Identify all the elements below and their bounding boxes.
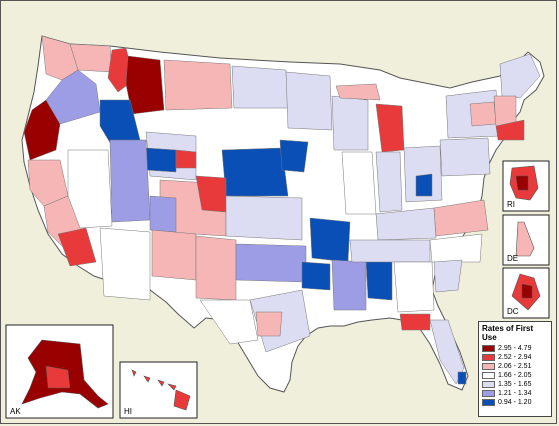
legend-swatch — [482, 399, 495, 406]
region-or-mid — [45, 69, 101, 125]
region-ga — [393, 261, 435, 313]
region-sd-blue — [279, 139, 309, 173]
region-me — [499, 53, 541, 99]
legend-row: 2.52 - 2.94 — [482, 353, 548, 362]
region-ca-south — [57, 227, 97, 267]
inset-de-label: DE — [507, 254, 519, 263]
region-al-blue — [365, 259, 393, 301]
legend-swatch — [482, 372, 495, 379]
region-vt-nh — [493, 95, 517, 127]
region-ky — [375, 207, 437, 241]
region-az — [99, 227, 151, 301]
region-tx-pink — [255, 311, 283, 337]
region-tn — [349, 239, 431, 263]
region-nv — [67, 149, 113, 229]
region-nd — [231, 65, 289, 109]
region-mi-up — [335, 83, 381, 101]
legend-label: 1.66 - 2.05 — [498, 372, 532, 379]
legend-row: 0.94 - 1.20 — [482, 398, 548, 407]
inset-dc-state-dark — [521, 283, 533, 299]
legend: Rates of First Use 2.95 - 4.79 2.52 - 2.9… — [478, 321, 552, 417]
inset-de-state — [515, 221, 535, 257]
region-ok — [235, 243, 307, 283]
legend-label: 2.52 - 2.94 — [498, 354, 532, 361]
region-nm — [195, 235, 237, 301]
region-ut — [109, 139, 151, 223]
legend-label: 0.94 - 1.20 — [498, 399, 532, 406]
legend-row: 2.95 - 4.79 — [482, 344, 548, 353]
inset-ri-state-dark — [515, 175, 529, 191]
legend-rows: 2.95 - 4.79 2.52 - 2.94 2.06 - 2.51 1.66 - … — [482, 344, 548, 407]
legend-swatch — [482, 390, 495, 397]
region-ma — [495, 119, 525, 141]
legend-label: 2.95 - 4.79 — [498, 345, 532, 352]
region-wy-blue — [145, 147, 177, 173]
inset-dc-label: DC — [507, 307, 519, 316]
region-fills — [23, 35, 541, 385]
legend-label: 1.21 - 1.34 — [498, 390, 532, 397]
legend-label: 2.06 - 2.51 — [498, 363, 532, 370]
region-mn — [285, 71, 333, 131]
region-wy-red — [175, 149, 197, 169]
inset-ri-label: RI — [507, 200, 515, 209]
inset-ak-region-red — [45, 365, 71, 389]
legend-swatch — [482, 345, 495, 352]
region-va — [433, 199, 489, 237]
region-pa — [439, 137, 491, 177]
region-ms — [331, 259, 367, 311]
legend-row: 1.35 - 1.65 — [482, 380, 548, 389]
inset-ak-label: AK — [10, 407, 21, 416]
region-il — [341, 151, 377, 215]
region-mo-blue — [309, 217, 351, 263]
region-fl-blue — [457, 371, 467, 385]
inset-hi-label: HI — [124, 407, 132, 416]
region-tx-west — [199, 299, 259, 345]
region-co-blue — [149, 195, 177, 233]
region-ks — [225, 195, 303, 241]
legend-row: 1.66 - 2.05 — [482, 371, 548, 380]
inset-hi-islands — [131, 369, 191, 411]
legend-row: 2.06 - 2.51 — [482, 362, 548, 371]
legend-swatch — [482, 363, 495, 370]
legend-swatch — [482, 354, 495, 361]
region-oh-blue — [415, 173, 433, 197]
region-in — [375, 151, 403, 213]
region-ny-pink — [469, 101, 497, 127]
region-ar-blue — [301, 261, 331, 291]
legend-row: 1.21 - 1.34 — [482, 389, 548, 398]
region-ne-blue — [221, 147, 289, 197]
legend-swatch — [482, 381, 495, 388]
region-oh — [403, 145, 443, 203]
region-mt-west — [125, 55, 165, 115]
region-nc — [429, 233, 483, 263]
region-wi — [331, 95, 369, 151]
region-mt-east — [163, 59, 233, 111]
region-az-pink — [151, 229, 197, 281]
region-sc — [433, 259, 463, 293]
region-fl-panhandle — [399, 313, 431, 331]
legend-title: Rates of First Use — [482, 324, 534, 342]
legend-label: 1.35 - 1.65 — [498, 381, 532, 388]
